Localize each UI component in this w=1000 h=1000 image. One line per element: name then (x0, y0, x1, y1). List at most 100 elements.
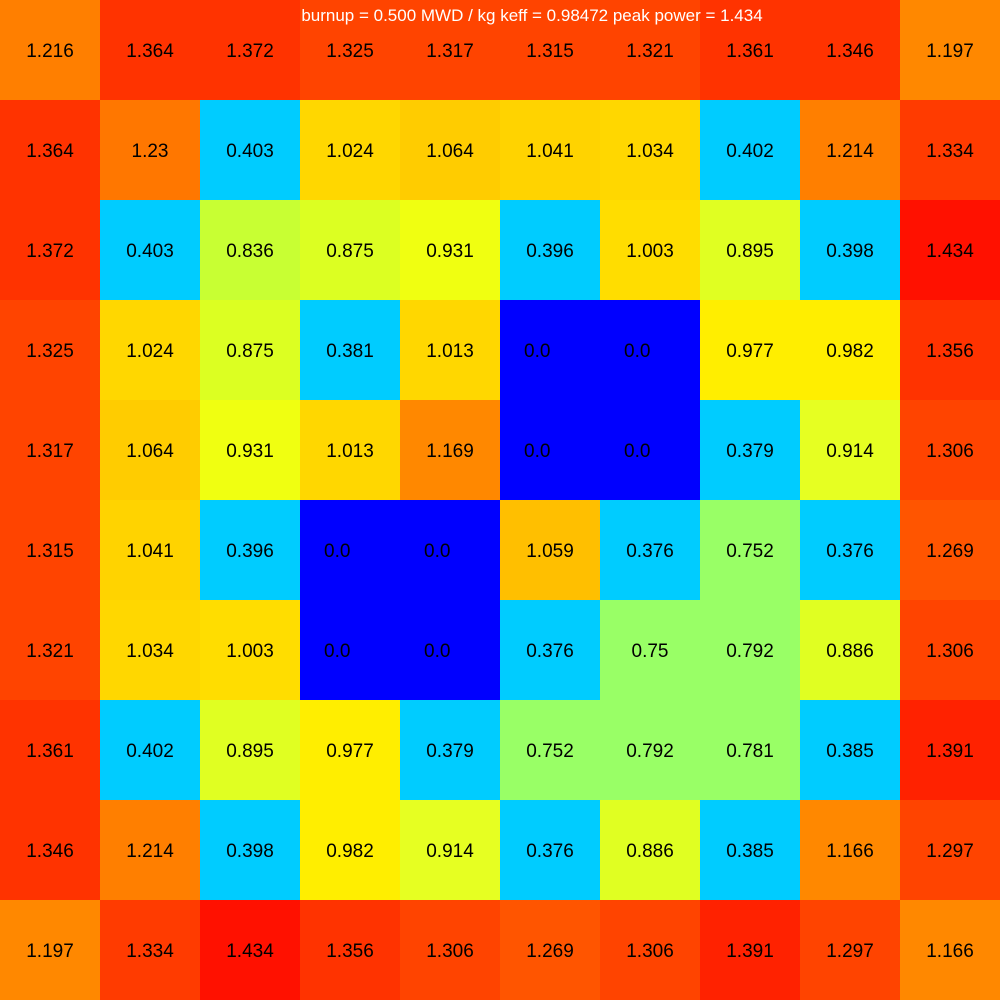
heatmap-cell-label: 1.317 (426, 41, 474, 62)
heatmap-cell (300, 900, 400, 1000)
heatmap-cell (500, 300, 600, 400)
heatmap-cell-label: 1.306 (926, 441, 974, 462)
heatmap-cell (900, 300, 1000, 400)
heatmap-cell-label: 1.041 (126, 541, 174, 562)
heatmap-cell (300, 100, 400, 200)
heatmap-cell-label: 1.214 (126, 841, 174, 862)
heatmap-cell-label: 0.875 (226, 341, 274, 362)
heatmap-cell (600, 500, 700, 600)
heatmap-cell-label: 1.346 (826, 41, 874, 62)
heatmap-cell-label: 0.752 (526, 741, 574, 762)
heatmap-cell-label: 1.321 (26, 641, 74, 662)
heatmap-cell-label: 1.169 (426, 441, 474, 462)
heatmap-cell (0, 800, 100, 900)
heatmap-cell (400, 400, 500, 500)
heatmap-cell-label: 1.064 (126, 441, 174, 462)
heatmap-cell (700, 600, 800, 700)
heatmap-cell (400, 500, 500, 600)
heatmap-cell (200, 800, 300, 900)
heatmap-cell (600, 100, 700, 200)
heatmap-cell (200, 500, 300, 600)
heatmap-cell (0, 600, 100, 700)
heatmap-cell (400, 800, 500, 900)
heatmap-cell (500, 200, 600, 300)
chart-title: burnup = 0.500 MWD / kg keff = 0.98472 p… (301, 6, 762, 25)
heatmap-cell (300, 600, 400, 700)
heatmap-cell (300, 300, 400, 400)
heatmap-cell-label: 0.0 (524, 341, 550, 362)
heatmap-cell-label: 1.356 (926, 341, 974, 362)
heatmap-cell-label: 1.214 (826, 141, 874, 162)
heatmap-cell (100, 200, 200, 300)
heatmap-cell-label: 1.372 (226, 41, 274, 62)
heatmap-cell-label: 0.376 (826, 541, 874, 562)
heatmap-cell (900, 700, 1000, 800)
heatmap-cell (400, 700, 500, 800)
heatmap-cell (500, 600, 600, 700)
heatmap-cell (700, 500, 800, 600)
heatmap-cell-label: 1.297 (826, 941, 874, 962)
heatmap-cell (900, 0, 1000, 100)
heatmap-cell-label: 1.434 (226, 941, 274, 962)
heatmap-cell (100, 300, 200, 400)
heatmap-cell (900, 600, 1000, 700)
heatmap-cell-label: 0.0 (324, 541, 350, 562)
heatmap-cell-label: 0.403 (226, 141, 274, 162)
heatmap-cell-label: 1.269 (926, 541, 974, 562)
heatmap-cell (800, 900, 900, 1000)
heatmap-cell-label: 0.376 (526, 641, 574, 662)
heatmap-cell (900, 200, 1000, 300)
heatmap-cell-label: 1.334 (926, 141, 974, 162)
heatmap-cell-label: 1.216 (26, 41, 74, 62)
heatmap-cell (500, 400, 600, 500)
heatmap-cell-label: 0.895 (226, 741, 274, 762)
heatmap-cell (0, 100, 100, 200)
heatmap-cell-label: 1.306 (926, 641, 974, 662)
heatmap-cell (200, 600, 300, 700)
heatmap-cell (0, 500, 100, 600)
heatmap-cell (700, 300, 800, 400)
heatmap-cell (800, 100, 900, 200)
heatmap-cell-label: 1.034 (626, 141, 674, 162)
heatmap-cell (200, 900, 300, 1000)
heatmap-cell (700, 900, 800, 1000)
heatmap-cell-label: 0.0 (524, 441, 550, 462)
heatmap-cell-label: 1.041 (526, 141, 574, 162)
heatmap-cell (600, 700, 700, 800)
heatmap-cell-label: 0.396 (526, 241, 574, 262)
heatmap-cell-label: 0.875 (326, 241, 374, 262)
heatmap-cell-label: 1.024 (326, 141, 374, 162)
heatmap-cell-label: 1.197 (926, 41, 974, 62)
heatmap-cell-label: 0.398 (826, 241, 874, 262)
heatmap-cell (300, 800, 400, 900)
heatmap-cell-label: 1.334 (126, 941, 174, 962)
heatmap-cell-label: 0.398 (226, 841, 274, 862)
heatmap-cell-label: 1.317 (26, 441, 74, 462)
heatmap-cell-label: 0.0 (624, 341, 650, 362)
heatmap-cell-label: 0.792 (726, 641, 774, 662)
heatmap-cell-label: 1.434 (926, 241, 974, 262)
heatmap-cell (200, 100, 300, 200)
heatmap-cell (100, 600, 200, 700)
heatmap-cell (900, 800, 1000, 900)
heatmap-cell-label: 0.886 (626, 841, 674, 862)
heatmap-cell-label: 0.0 (624, 441, 650, 462)
heatmap-cell (300, 700, 400, 800)
heatmap-cell (800, 500, 900, 600)
heatmap-cell (800, 800, 900, 900)
heatmap-cell-label: 1.321 (626, 41, 674, 62)
heatmap-cell (800, 0, 900, 100)
heatmap-cell (0, 900, 100, 1000)
heatmap-cell-label: 0.379 (426, 741, 474, 762)
heatmap-cell (700, 400, 800, 500)
heatmap-cell (300, 200, 400, 300)
heatmap-cell-label: 0.0 (424, 641, 450, 662)
heatmap-cell (200, 200, 300, 300)
heatmap-cell-label: 1.064 (426, 141, 474, 162)
heatmap-cell (400, 100, 500, 200)
heatmap-cell-label: 1.346 (26, 841, 74, 862)
heatmap-cell-label: 1.003 (626, 241, 674, 262)
heatmap-cell (500, 900, 600, 1000)
